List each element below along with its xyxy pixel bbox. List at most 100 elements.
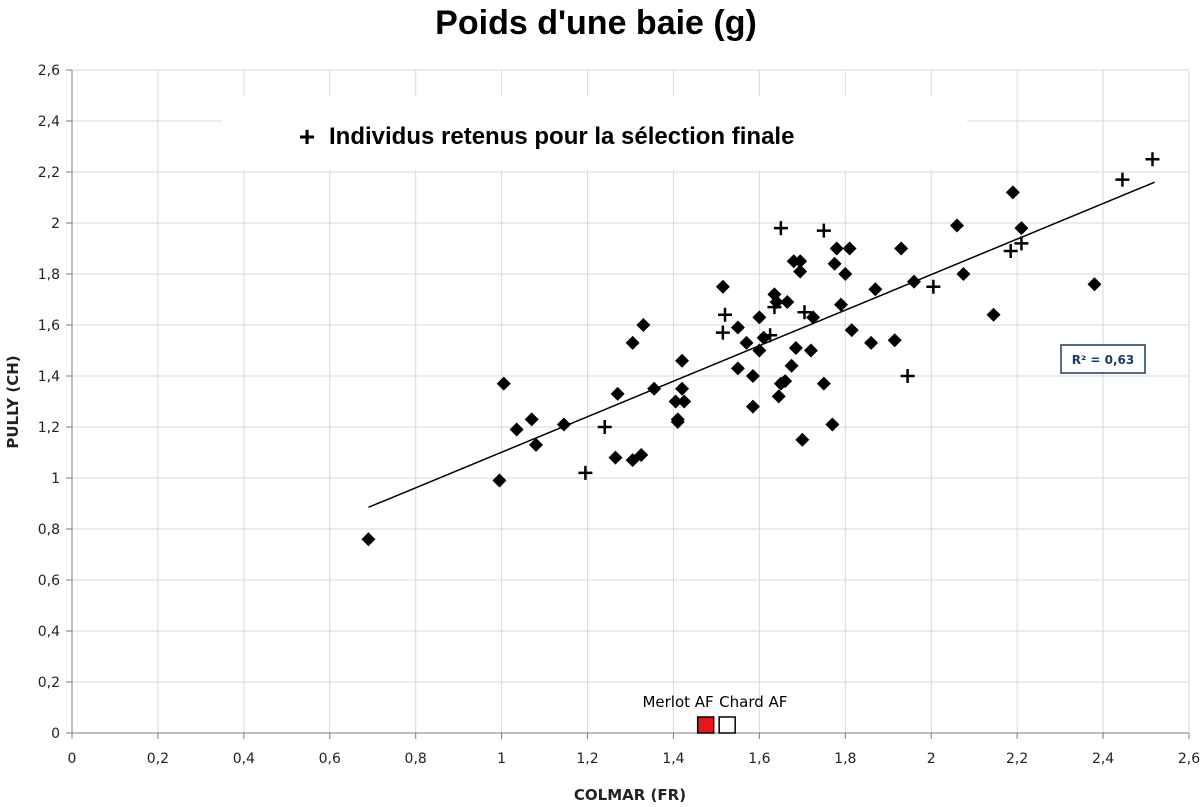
data-point-diamond	[803, 343, 818, 358]
data-point-diamond	[838, 267, 853, 281]
y-tick-label: 0,4	[38, 624, 60, 640]
data-point-plus	[763, 328, 778, 343]
data-point-diamond	[771, 389, 786, 404]
data-point-diamond	[636, 318, 651, 332]
data-point-plus	[797, 305, 812, 320]
data-point-diamond	[956, 267, 971, 281]
data-point-diamond	[752, 343, 767, 358]
data-point-plus	[900, 369, 915, 383]
y-tick-label: 2	[51, 216, 60, 232]
data-point-diamond	[825, 417, 840, 432]
data-point-plus	[773, 221, 788, 236]
x-axis-title: COLMAR (FR)	[574, 786, 686, 804]
data-point-diamond	[795, 432, 810, 447]
data-point-diamond	[793, 264, 808, 279]
y-tick-label: 2,4	[38, 114, 60, 130]
data-point-diamond	[675, 353, 690, 368]
x-tick-label: 1,8	[834, 751, 856, 767]
x-tick-label: 1,6	[748, 751, 770, 767]
data-point-plus	[715, 325, 730, 340]
y-tick-label: 1,6	[38, 318, 60, 334]
reference-marker	[696, 716, 715, 734]
data-point-plus	[1014, 236, 1029, 251]
x-tick-label: 0,2	[147, 751, 169, 767]
data-point-diamond	[1087, 277, 1102, 292]
data-point-diamond	[907, 274, 922, 289]
data-point-diamond	[670, 414, 685, 429]
x-tick-label: 2	[927, 751, 936, 767]
data-point-plus	[597, 420, 612, 434]
trendline-group	[368, 181, 1155, 509]
data-point-diamond	[675, 381, 690, 396]
x-tick-label: 1,2	[576, 751, 598, 767]
y-tick-label: 0,2	[38, 675, 60, 691]
data-point-diamond	[834, 297, 849, 312]
x-tick-label: 0,4	[233, 751, 255, 767]
data-point-diamond	[793, 254, 808, 269]
legend-plus-icon: +	[299, 121, 315, 152]
data-point-diamond	[668, 394, 683, 409]
data-point-diamond	[361, 532, 376, 547]
axes: 0 0,2 0,4 0,6 0,8 1 1,2 1,4 1,6 1,8 2 2,2 2,4 2,6 0 0,2…	[38, 63, 1200, 767]
data-point-diamond	[524, 412, 539, 427]
data-point-diamond	[844, 323, 859, 338]
data-point-diamond	[634, 448, 649, 463]
data-points	[361, 152, 1160, 547]
x-tick-label: 1	[497, 751, 506, 767]
y-tick-label: 1,4	[38, 369, 60, 385]
annotations: Merlot AF Chard AF	[642, 693, 787, 734]
data-point-diamond	[950, 218, 965, 233]
data-point-plus	[578, 465, 593, 480]
data-point-diamond	[816, 376, 831, 391]
data-point-diamond	[784, 358, 799, 373]
x-tick-label: 0,8	[405, 751, 427, 767]
data-point-diamond	[1005, 185, 1020, 200]
y-tick-label: 2,6	[38, 63, 60, 79]
data-point-plus	[926, 279, 941, 294]
data-point-diamond	[610, 386, 625, 401]
data-point-diamond	[806, 310, 821, 325]
trendline	[368, 181, 1155, 509]
y-tick-label: 0,6	[38, 573, 60, 589]
y-tick-label: 1,2	[38, 420, 60, 436]
y-tick-label: 2,2	[38, 165, 60, 181]
y-tick-label: 1	[51, 471, 60, 487]
reference-label: Merlot AF	[642, 693, 713, 711]
x-tick-label: 1,4	[662, 751, 684, 767]
data-point-diamond	[868, 282, 883, 297]
data-point-diamond	[986, 307, 1001, 322]
data-point-diamond	[842, 241, 857, 256]
y-tick-label: 0,8	[38, 522, 60, 538]
legend-box	[222, 96, 967, 170]
data-point-diamond	[625, 335, 640, 350]
data-point-diamond	[730, 361, 745, 376]
data-point-diamond	[752, 310, 767, 325]
data-point-plus	[718, 307, 733, 322]
chart-title: Poids d'une baie (g)	[435, 4, 757, 42]
y-tick-label: 1,8	[38, 267, 60, 283]
x-tick-label: 2,6	[1178, 751, 1200, 767]
data-point-diamond	[769, 295, 784, 310]
data-point-diamond	[492, 473, 507, 488]
data-point-diamond	[887, 333, 902, 348]
r2-box	[1060, 344, 1146, 374]
data-point-diamond	[608, 450, 623, 465]
data-point-plus	[767, 300, 782, 315]
r2-label: R² = 0,63	[1072, 353, 1135, 367]
x-tick-label: 2,4	[1092, 751, 1114, 767]
data-point-diamond	[715, 279, 730, 294]
data-point-plus	[1115, 172, 1130, 187]
reference-marker	[718, 716, 736, 734]
x-tick-label: 0,6	[319, 751, 341, 767]
legend-label: Individus retenus pour la sélection fina…	[329, 123, 794, 150]
data-point-plus	[816, 223, 831, 238]
x-tick-label: 2,2	[1006, 751, 1028, 767]
data-point-diamond	[780, 295, 795, 310]
data-point-diamond	[827, 256, 842, 271]
data-point-diamond	[556, 417, 571, 432]
data-point-diamond	[788, 340, 803, 355]
data-point-plus	[1145, 152, 1160, 167]
data-point-diamond	[894, 241, 909, 256]
y-axis-title: PULLY (CH)	[4, 355, 22, 448]
